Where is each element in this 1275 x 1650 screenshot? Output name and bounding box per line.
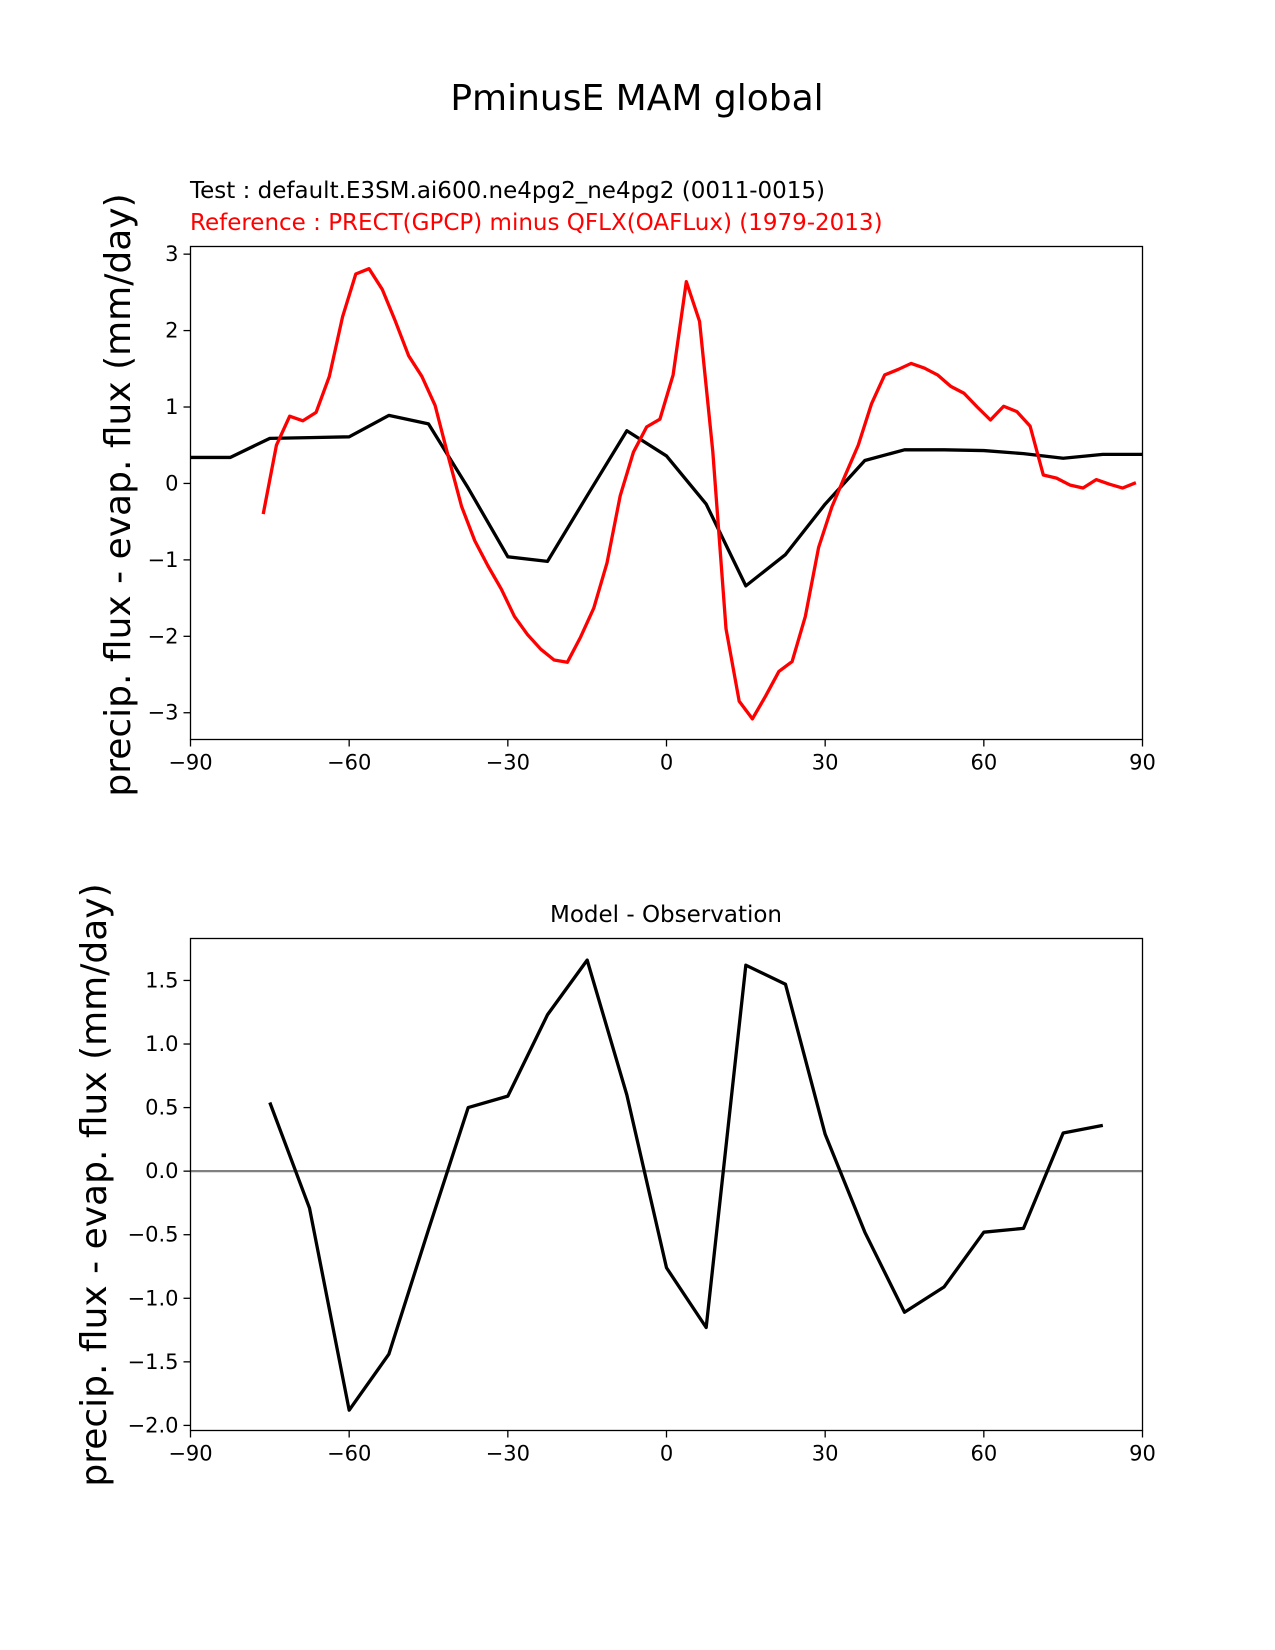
x-tick-label: 60 <box>970 751 997 775</box>
y-tick-label: −1.5 <box>128 1350 179 1374</box>
x-tick-label: 30 <box>812 1442 839 1466</box>
bottom-y-ticks: −2.0 −1.5 −1.0 −0.5 0.0 0.5 1.0 1.5 <box>128 968 191 1437</box>
x-tick-label: −60 <box>327 1442 371 1466</box>
bottom-plot-lines <box>190 958 1143 1412</box>
y-tick-label: 2 <box>165 319 178 343</box>
x-tick-label: −60 <box>327 751 371 775</box>
x-tick-label: −90 <box>168 751 212 775</box>
reference-series-line <box>261 267 1137 721</box>
y-tick-label: 0.5 <box>145 1096 178 1120</box>
y-tick-label: −2.0 <box>128 1413 179 1437</box>
y-tick-label: 1 <box>165 395 178 419</box>
bottom-title: Model - Observation <box>550 902 782 928</box>
y-tick-label: 1.5 <box>145 968 178 992</box>
y-tick-label: −1 <box>148 548 179 572</box>
test-series-line <box>190 413 1143 588</box>
x-tick-label: 0 <box>660 751 673 775</box>
y-tick-label: 3 <box>165 242 178 266</box>
x-tick-label: −90 <box>168 1442 212 1466</box>
top-plot-lines <box>190 267 1143 721</box>
top-panel: Test : default.E3SM.ai600.ne4pg2_ne4pg2 … <box>98 178 1156 797</box>
x-tick-label: −30 <box>486 1442 530 1466</box>
diff-series-line <box>268 958 1104 1412</box>
test-label: Test : default.E3SM.ai600.ne4pg2_ne4pg2 … <box>189 178 825 204</box>
top-y-axis-label: precip. flux - evap. flux (mm/day) <box>98 193 139 796</box>
x-tick-label: 90 <box>1129 751 1156 775</box>
y-tick-label: 0.0 <box>145 1159 178 1183</box>
x-tick-label: 0 <box>660 1442 673 1466</box>
x-tick-label: 60 <box>970 1442 997 1466</box>
x-tick-label: 30 <box>812 751 839 775</box>
bottom-y-axis-label: precip. flux - evap. flux (mm/day) <box>74 883 115 1486</box>
y-tick-label: 1.0 <box>145 1032 178 1056</box>
top-x-ticks: −90 −60 −30 0 30 60 90 <box>168 739 1156 775</box>
y-tick-label: −1.0 <box>128 1286 179 1310</box>
top-y-ticks: −3 −2 −1 0 1 2 3 <box>148 242 191 725</box>
y-tick-label: −2 <box>148 624 179 648</box>
x-tick-label: 90 <box>1129 1442 1156 1466</box>
x-tick-label: −30 <box>486 751 530 775</box>
y-tick-label: 0 <box>165 471 178 495</box>
y-tick-label: −0.5 <box>128 1223 179 1247</box>
bottom-panel: Model - Observation −90 −60 −30 0 30 60 90 −2.… <box>74 883 1156 1486</box>
figure-title: PminusE MAM global <box>450 78 823 119</box>
reference-label: Reference : PRECT(GPCP) minus QFLX(OAFLu… <box>190 210 883 236</box>
y-tick-label: −3 <box>148 701 179 725</box>
bottom-x-ticks: −90 −60 −30 0 30 60 90 <box>168 1430 1156 1466</box>
